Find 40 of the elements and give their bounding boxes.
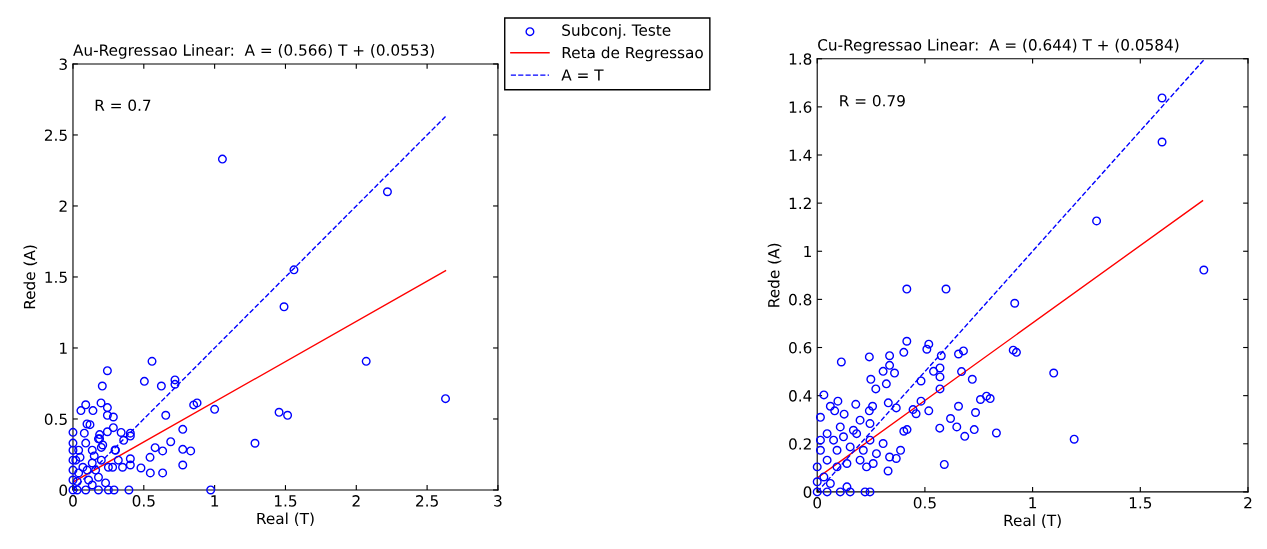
x-tick-label: 3 bbox=[494, 495, 502, 507]
y-tick-label: 0.2 bbox=[789, 438, 811, 450]
y-tick-label: 1.6 bbox=[789, 101, 812, 113]
x-tick-label: 1.5 bbox=[274, 495, 297, 507]
x-tick-label: 0.5 bbox=[132, 495, 155, 507]
legend-label: Subconj. Teste bbox=[562, 24, 671, 39]
legend-label: A = T bbox=[561, 69, 604, 81]
x-tick-label: 0 bbox=[69, 495, 77, 507]
y-tick-label: 3 bbox=[59, 58, 67, 70]
y-tick-label: 0.5 bbox=[44, 413, 67, 425]
annotation: R = 0.79 bbox=[840, 94, 905, 107]
chart-title: Au-Regressao Linear: A = (0.566) T + (0.0553) bbox=[73, 44, 434, 59]
y-tick-label: 2 bbox=[59, 200, 67, 212]
x-tick-label: 1 bbox=[1029, 497, 1037, 509]
y-axis-title: Rede (A) bbox=[23, 245, 38, 309]
x-tick-label: 0 bbox=[813, 497, 822, 509]
y-tick-label: 2.5 bbox=[44, 129, 67, 141]
y-tick-label: 0.8 bbox=[789, 293, 812, 306]
y-tick-label: 0 bbox=[803, 486, 812, 498]
y-tick-label: 0.6 bbox=[789, 341, 812, 354]
x-tick-label: 1 bbox=[211, 495, 219, 507]
annotation: R = 0.7 bbox=[95, 99, 151, 111]
chart-title: Cu-Regressao Linear: A = (0.644) T + (0.0584) bbox=[818, 38, 1179, 54]
y-tick-label: 1.8 bbox=[789, 53, 812, 65]
x-axis-title: Real (T) bbox=[257, 512, 314, 527]
y-tick-label: 0 bbox=[59, 484, 68, 496]
x-tick-label: 0.5 bbox=[913, 497, 936, 509]
x-tick-label: 1.5 bbox=[1129, 497, 1152, 509]
x-tick-label: 2 bbox=[352, 495, 360, 507]
y-tick-label: 1.2 bbox=[789, 197, 811, 209]
y-tick-label: 1.4 bbox=[789, 149, 812, 161]
legend-label: Reta de Regressao bbox=[562, 46, 703, 62]
y-tick-label: 1 bbox=[60, 342, 67, 354]
x-tick-label: 2 bbox=[1244, 497, 1252, 509]
y-tick-label: 0.4 bbox=[789, 390, 812, 402]
x-tick-label: 2.5 bbox=[416, 495, 438, 507]
y-tick-label: 1 bbox=[804, 245, 811, 258]
y-tick-label: 1.5 bbox=[45, 271, 67, 283]
y-axis-title: Rede (A) bbox=[767, 243, 782, 307]
x-axis-title: Real (T) bbox=[1004, 514, 1061, 528]
